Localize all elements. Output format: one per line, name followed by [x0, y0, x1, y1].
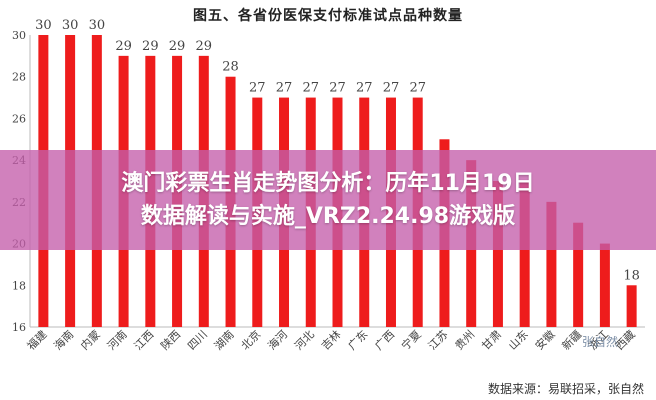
bar-value-label: 30	[89, 18, 106, 33]
bar-value-label: 29	[169, 39, 186, 54]
bar-value-label: 28	[222, 60, 239, 75]
x-tick-label: 山东	[506, 328, 531, 353]
overlay-banner: 澳门彩票生肖走势图分析：历年11月19日 数据解读与实施_VRZ2.24.98游…	[0, 150, 656, 250]
y-tick-label: 28	[12, 71, 26, 84]
bar	[599, 243, 610, 327]
bar-value-label: 27	[276, 81, 293, 96]
y-tick-label: 18	[12, 279, 26, 292]
bar-value-label: 18	[623, 268, 640, 283]
x-tick-label: 安徽	[532, 327, 557, 352]
x-tick-label: 内蒙	[78, 327, 103, 352]
bar-value-label: 27	[302, 81, 319, 96]
bar-value-label: 27	[383, 81, 400, 96]
x-tick-label: 北京	[238, 327, 263, 352]
x-tick-label: 河南	[105, 328, 130, 353]
bar	[626, 285, 637, 327]
bar	[492, 181, 503, 327]
x-tick-label: 河北	[292, 328, 317, 353]
watermark-text: 张自然	[582, 335, 619, 349]
x-tick-label: 江苏	[426, 328, 451, 353]
x-tick-label: 贵州	[453, 328, 478, 353]
bar	[519, 181, 530, 327]
x-tick-label: 吉林	[318, 327, 343, 352]
y-tick-label: 30	[12, 29, 26, 42]
chart-title: 图五、各省份医保支付标准试点品种数量	[193, 8, 463, 24]
y-tick-label: 26	[12, 112, 26, 125]
x-tick-label: 江西	[132, 328, 157, 353]
x-tick-label: 广西	[372, 328, 397, 353]
x-tick-label: 四川	[185, 328, 210, 353]
x-tick-label: 新疆	[559, 327, 584, 352]
x-tick-label: 宁夏	[398, 327, 423, 352]
banner-line-1: 澳门彩票生肖走势图分析：历年11月19日	[121, 171, 535, 196]
x-tick-label: 陕西	[158, 327, 183, 352]
bar-value-label: 29	[142, 39, 159, 54]
source-note: 数据来源：易联招采，张自然	[487, 382, 644, 396]
x-tick-label: 海河	[265, 327, 290, 352]
bar	[546, 201, 557, 327]
bar-value-label: 27	[409, 81, 426, 96]
y-tick-label: 16	[12, 321, 26, 334]
x-tick-label: 福建	[24, 327, 49, 352]
x-tick-label: 湖南	[212, 328, 237, 353]
bar-value-label: 27	[329, 81, 346, 96]
x-tick-group: 福建 海南 内蒙 河南 江西 陕西 四川 湖南 北京 海河 河北 吉林 广东 广西 宁夏 江苏 贵州 甘肃 山东 安徽…	[24, 327, 638, 352]
bar	[573, 222, 584, 327]
bar-value-label: 29	[115, 39, 132, 54]
x-tick-label: 甘肃	[479, 328, 504, 353]
banner-line-2: 数据解读与实施_VRZ2.24.98游戏版	[140, 204, 516, 229]
bar-value-label: 27	[356, 81, 373, 96]
bar-value-label: 29	[196, 39, 213, 54]
bar-value-label: 30	[62, 18, 79, 33]
bar-value-label: 27	[249, 81, 266, 96]
bar-value-label: 30	[35, 18, 52, 33]
x-tick-label: 广东	[346, 328, 371, 353]
x-tick-label: 海南	[51, 327, 76, 352]
data-label-group: 30 30 30 29 29 29 29 28 27 27 27 27 27 27 27 18	[35, 18, 640, 283]
